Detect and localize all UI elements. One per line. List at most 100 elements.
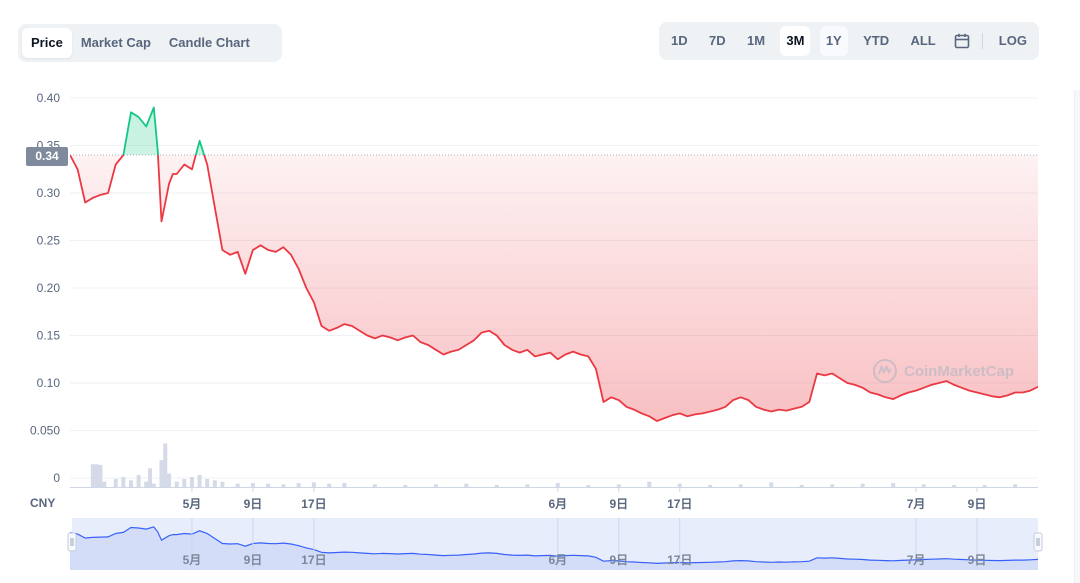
volume-bar: [197, 474, 202, 487]
currency-label: CNY: [30, 496, 56, 510]
calendar-icon[interactable]: [951, 26, 973, 56]
volume-bar: [148, 468, 153, 487]
navigator-tick-label: 17日: [301, 553, 326, 567]
watermark: CoinMarketCap: [872, 358, 1014, 384]
y-tick-label: 0.40: [37, 91, 61, 105]
navigator-tick-label: 5月: [183, 553, 202, 567]
y-tick-label: 0: [53, 471, 60, 485]
range-7d[interactable]: 7D: [708, 33, 726, 48]
coinmarketcap-logo: [873, 359, 897, 383]
volume-bar: [167, 473, 172, 487]
navigator-tick-label: 6月: [548, 553, 567, 567]
volume-bar: [151, 483, 156, 487]
y-tick-label: 0.25: [37, 234, 61, 248]
volume-bar: [182, 478, 187, 487]
volume-bar: [982, 484, 987, 487]
x-tick-label: 17日: [301, 497, 326, 511]
range-1d[interactable]: 1D: [671, 33, 688, 48]
volume-bar: [921, 484, 926, 487]
navigator-handle-left[interactable]: [67, 532, 77, 552]
volume-bar: [189, 476, 194, 487]
y-tick-label: 0.15: [37, 329, 61, 343]
x-tick-label: 9日: [609, 497, 628, 511]
price-line-down: [70, 155, 1038, 422]
volume-bar: [250, 482, 255, 487]
volume-bar: [220, 481, 225, 487]
volume-bar: [738, 484, 743, 487]
volume-bar: [296, 482, 301, 487]
volume-bar: [586, 484, 591, 487]
navigator-tick-label: 9日: [968, 553, 987, 567]
volume-bar: [1013, 484, 1018, 487]
volume-bar: [952, 484, 957, 487]
y-tick-label: 0.10: [37, 376, 61, 390]
range-ytd[interactable]: YTD: [863, 33, 890, 48]
y-tick-label: 0.050: [30, 424, 60, 438]
volume-bar: [799, 484, 804, 487]
navigator-line: [69, 526, 1039, 565]
x-tick-label: 9日: [968, 497, 987, 511]
range-all[interactable]: ALL: [910, 33, 936, 48]
volume-bar: [90, 464, 95, 487]
volume-bar: [372, 484, 377, 487]
volume-bar: [860, 483, 865, 487]
tab-price[interactable]: Price: [22, 28, 72, 58]
volume-bar: [144, 481, 149, 487]
volume-bar: [891, 482, 896, 487]
y-tick-label: 0.20: [37, 281, 61, 295]
volume-bar: [830, 484, 835, 487]
volume-bar: [677, 483, 682, 487]
volume-bar: [212, 480, 217, 487]
volume-bar: [647, 481, 652, 487]
log-scale-toggle[interactable]: LOG: [998, 33, 1027, 48]
x-tick-label: 9日: [244, 497, 263, 511]
range-3m[interactable]: 3M: [780, 26, 811, 56]
volume-bar: [163, 443, 168, 487]
volume-bar: [525, 484, 530, 487]
x-tick-label: 7月: [907, 497, 926, 511]
volume-bar: [266, 483, 271, 487]
side-panel-edge: [1074, 90, 1080, 583]
volume-bar: [98, 464, 103, 487]
watermark-text: CoinMarketCap: [904, 362, 1015, 380]
navigator-tick-label: 7月: [907, 553, 926, 567]
volume-bar: [136, 474, 141, 487]
volume-bar: [121, 476, 126, 487]
x-tick-label: 17日: [667, 497, 692, 511]
tab-candle-chart[interactable]: Candle Chart: [168, 35, 250, 50]
volume-bar: [159, 460, 164, 487]
volume-bar: [128, 480, 133, 487]
range-1y[interactable]: 1Y: [819, 26, 848, 56]
volume-bar: [311, 482, 316, 487]
x-tick-label: 5月: [183, 497, 202, 511]
volume-bar: [327, 483, 332, 487]
navigator-area: [70, 526, 1038, 570]
volume-bar: [281, 484, 286, 487]
tab-market-cap[interactable]: Market Cap: [80, 35, 151, 50]
volume-bar: [94, 464, 99, 487]
range-1m[interactable]: 1M: [746, 33, 766, 48]
volume-bar: [342, 482, 347, 487]
volume-bar: [708, 484, 713, 487]
y-tick-label: 0.30: [37, 186, 61, 200]
volume-bar: [464, 483, 469, 487]
volume-bar: [769, 482, 774, 487]
chart-type-tabs: Price Market Cap Candle Chart: [18, 24, 282, 62]
time-range-tabs: 1D 7D 1M 3M 1Y YTD ALL LOG: [659, 22, 1039, 60]
navigator-handle-right[interactable]: [1033, 532, 1043, 552]
navigator-tick-label: 17日: [667, 553, 692, 567]
navigator-tick-label: 9日: [244, 553, 263, 567]
volume-bar: [174, 481, 179, 487]
navigator-tick-label: 9日: [609, 553, 628, 567]
volume-bar: [555, 482, 560, 487]
area-fill-below: [70, 155, 1038, 421]
volume-bar: [616, 484, 621, 487]
volume-bar: [235, 483, 240, 487]
volume-bar: [205, 478, 210, 487]
current-price-badge: 0.34: [26, 147, 68, 166]
volume-bar: [113, 478, 118, 487]
x-tick-label: 6月: [548, 497, 567, 511]
toolbar-divider: [982, 33, 984, 49]
volume-bar: [494, 484, 499, 487]
